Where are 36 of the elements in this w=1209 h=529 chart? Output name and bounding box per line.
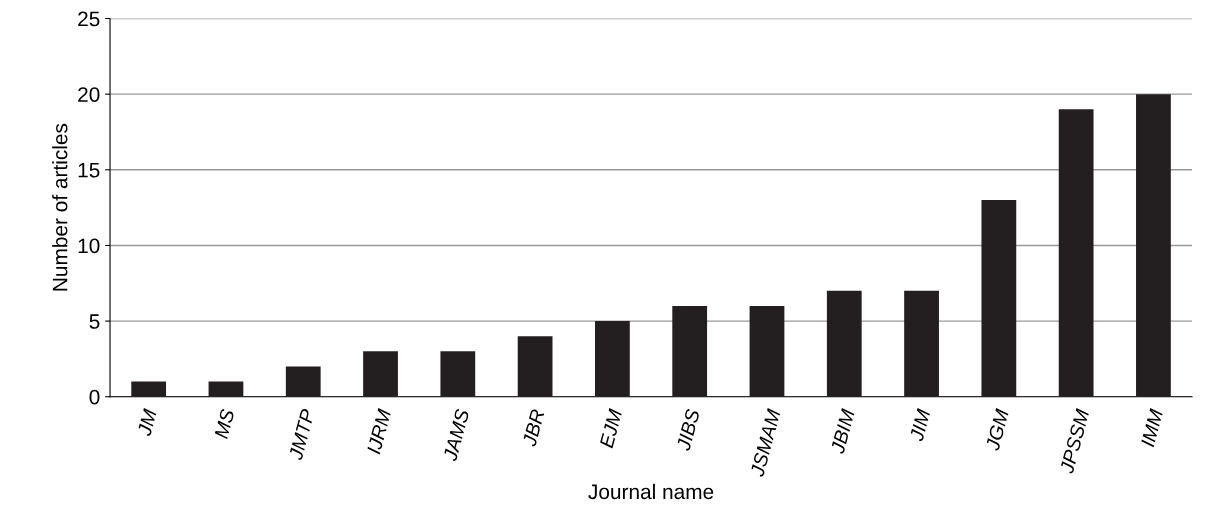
bar (904, 290, 939, 397)
bar (285, 366, 321, 397)
x-tick-label: JBIM (830, 408, 856, 455)
bar (208, 381, 244, 397)
bar (749, 305, 785, 397)
bar (1058, 109, 1094, 397)
x-tick-label: JIM (909, 408, 931, 442)
x-tick-label: JPSSM (1059, 408, 1090, 475)
bar (826, 290, 862, 397)
bar (1136, 94, 1171, 397)
bar (131, 381, 167, 397)
bar (595, 321, 630, 397)
x-tick-label: EJM (599, 408, 623, 449)
x-tick-label: JSMAM (749, 407, 781, 478)
y-tick-label: 25 (78, 11, 100, 27)
y-tick-label: 5 (89, 314, 100, 329)
x-tick-label: IJRM (366, 408, 392, 455)
y-tick-label: 20 (78, 87, 100, 102)
y-tick-label: 10 (78, 238, 100, 254)
bar (981, 200, 1017, 397)
x-tick-label: JIBS (676, 408, 700, 452)
bar (440, 351, 476, 397)
x-tick-label: JMTP (288, 408, 315, 461)
x-axis-title: Journal name (588, 483, 714, 500)
x-tick-label: JAMS (442, 408, 470, 462)
bar (363, 351, 398, 397)
bar (672, 305, 708, 397)
x-tick-label: JGM (985, 407, 1010, 452)
x-tick-label: JM (137, 408, 158, 437)
x-tick-label: MS (214, 408, 235, 440)
y-tick-label: 0 (89, 389, 100, 405)
bar (517, 336, 553, 397)
y-axis-title: Number of articles (52, 123, 68, 291)
x-tick-label: IMM (1140, 408, 1164, 448)
y-tick-label: 15 (78, 163, 100, 178)
x-tick-label: JBR (522, 408, 545, 448)
